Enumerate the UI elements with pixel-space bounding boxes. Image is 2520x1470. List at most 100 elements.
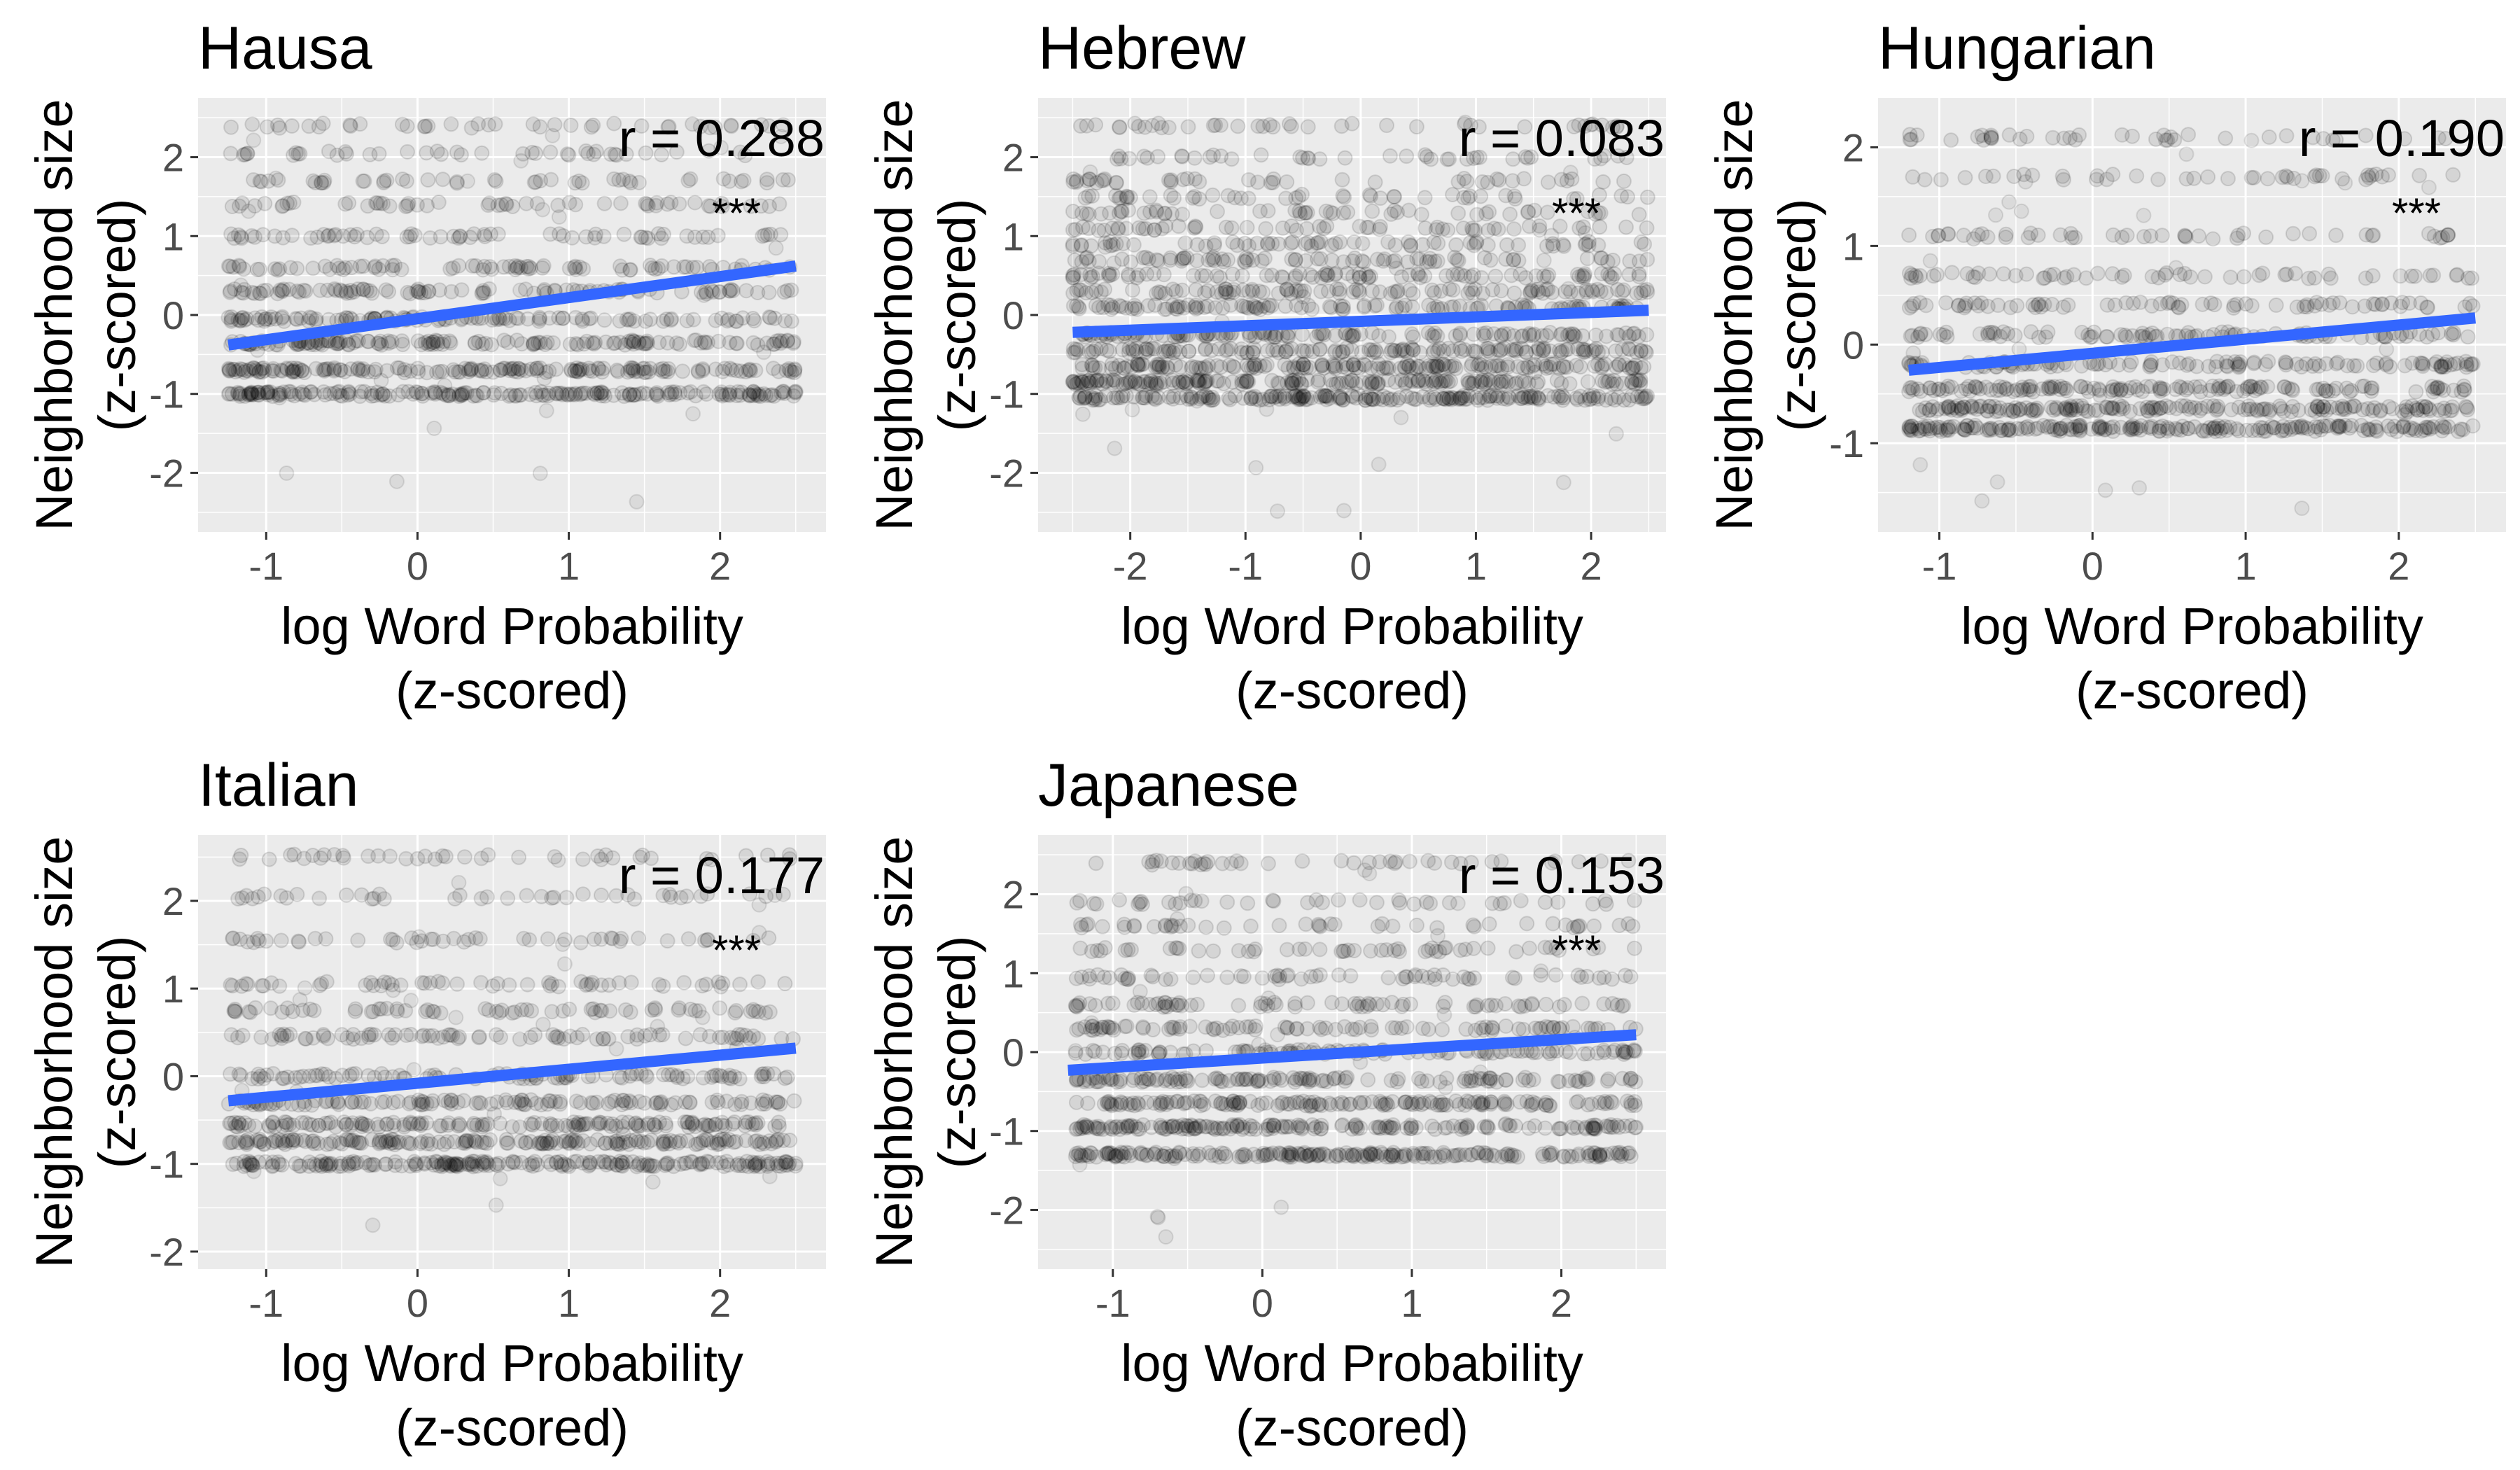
data-point [253, 174, 270, 190]
data-point [254, 364, 270, 380]
x-axis-title: (z-scored) [1236, 662, 1469, 720]
data-point [451, 388, 467, 405]
data-point [1238, 374, 1254, 391]
data-point [1938, 295, 1954, 311]
data-point [451, 1116, 467, 1132]
data-point [2302, 225, 2318, 241]
data-point [347, 1003, 363, 1019]
data-point [1097, 239, 1113, 255]
data-point [250, 384, 266, 400]
data-point [1295, 289, 1311, 304]
data-point [414, 1116, 430, 1132]
data-point [566, 1117, 582, 1133]
data-point [774, 385, 789, 401]
data-point [1467, 343, 1483, 359]
data-point [1176, 300, 1191, 316]
data-point [259, 384, 274, 400]
data-point [762, 388, 778, 403]
data-point [635, 360, 651, 377]
data-point [513, 387, 529, 403]
data-point [2149, 328, 2165, 344]
data-point [1393, 410, 1409, 426]
data-point [617, 1002, 634, 1018]
data-point [1445, 187, 1461, 202]
x-tick-label: 1 [2234, 544, 2256, 588]
data-point [500, 890, 516, 906]
data-point [391, 387, 407, 403]
data-point [1119, 358, 1135, 374]
data-point [1480, 340, 1497, 356]
data-point [2425, 326, 2441, 342]
data-point [357, 1116, 373, 1133]
data-point [1463, 358, 1479, 374]
data-point [2459, 400, 2474, 416]
data-point [368, 226, 384, 242]
scatter-points [220, 115, 804, 510]
data-point [1957, 298, 1973, 314]
data-point [2342, 420, 2358, 436]
data-point [1119, 220, 1134, 237]
data-point [2290, 402, 2306, 419]
data-point [522, 386, 538, 402]
data-point [628, 386, 644, 402]
data-point [1250, 300, 1265, 316]
data-point [1072, 391, 1088, 406]
data-point [350, 932, 366, 948]
data-point [1982, 398, 1998, 414]
data-point [510, 364, 526, 380]
data-point [593, 384, 609, 400]
data-point [1412, 344, 1428, 360]
data-point [502, 363, 517, 379]
data-point [2246, 169, 2262, 186]
data-point [444, 386, 461, 402]
data-point [2052, 382, 2068, 398]
data-point [336, 1114, 352, 1130]
data-point [1983, 130, 1999, 146]
data-point [640, 364, 657, 380]
data-point [1102, 343, 1117, 359]
data-point [538, 365, 554, 380]
data-point [655, 978, 671, 994]
data-point [242, 1004, 258, 1021]
data-point [620, 1029, 636, 1044]
data-point [2437, 356, 2453, 372]
data-point [531, 313, 547, 329]
data-point [636, 385, 652, 401]
data-point [1336, 189, 1352, 205]
data-point [1616, 173, 1632, 189]
data-point [1912, 456, 1928, 472]
data-point [356, 384, 372, 400]
data-point [675, 363, 691, 379]
data-point [787, 361, 803, 377]
data-point [1933, 172, 1949, 188]
data-point [1180, 171, 1196, 187]
data-point [529, 363, 545, 379]
data-point [2013, 203, 2029, 219]
data-point [689, 260, 705, 276]
data-point [2150, 270, 2166, 286]
data-point [222, 363, 238, 379]
data-point [732, 976, 748, 993]
data-point [711, 386, 727, 402]
data-point [671, 196, 687, 212]
data-point [244, 116, 260, 132]
data-point [397, 362, 412, 378]
data-point [1131, 220, 1147, 236]
data-point [438, 387, 454, 403]
data-point [2056, 172, 2071, 188]
data-point [659, 312, 675, 327]
data-point [752, 388, 768, 405]
data-point [1077, 190, 1093, 206]
data-point [570, 337, 586, 353]
data-point [2464, 270, 2480, 286]
data-point [543, 172, 559, 188]
data-point [450, 364, 466, 380]
data-point [679, 228, 695, 244]
data-point [321, 1069, 337, 1085]
data-point [1463, 269, 1479, 285]
data-point [768, 240, 784, 256]
data-point [1096, 172, 1112, 188]
data-point [1205, 187, 1221, 203]
data-point [260, 385, 276, 401]
data-point [328, 227, 344, 243]
